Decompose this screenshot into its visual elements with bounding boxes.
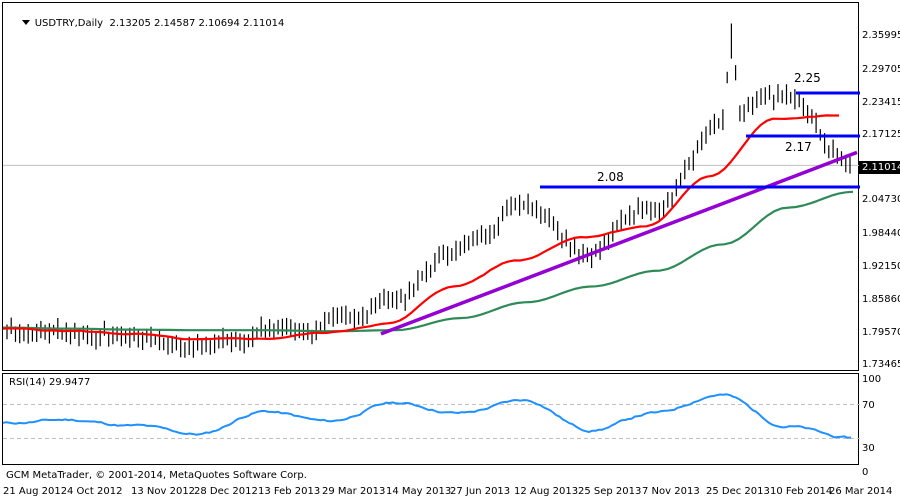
time-axis-label: 14 May 2013	[386, 486, 452, 497]
price-axis-label: 2.23415	[862, 97, 900, 108]
rsi-canvas	[2, 393, 860, 439]
rsi-axis-label: 0	[862, 467, 869, 478]
time-axis-label: 28 Dec 2012	[194, 486, 258, 497]
price-axis-label: 2.29705	[862, 64, 900, 75]
price-bars	[6, 23, 851, 358]
time-axis-label: 13 Feb 2013	[258, 486, 321, 497]
price-axis-label: 1.79570	[862, 327, 900, 338]
time-axis-label: 29 Mar 2013	[322, 486, 386, 497]
ma-slow-line	[3, 190, 854, 333]
time-axis-label: 7 Nov 2013	[642, 486, 700, 497]
trendline	[380, 150, 858, 336]
ohlc-values: 2.13205 2.14587 2.10694 2.11014	[109, 18, 285, 29]
triangle-down-icon[interactable]	[21, 20, 30, 25]
time-axis-label: 12 Aug 2013	[514, 486, 579, 497]
level-label-2-25: 2.25	[794, 71, 821, 85]
price-axis-label: 1.92150	[862, 261, 900, 272]
time-axis-label: 25 Dec 2013	[706, 486, 770, 497]
rsi-title: RSI(14) 29.9477	[9, 377, 91, 388]
rsi-panel[interactable]: RSI(14) 29.9477	[2, 373, 860, 465]
price-axis-label: 1.73465	[862, 359, 900, 370]
time-axis-label: 13 Nov 2012	[131, 486, 196, 497]
rsi-axis-label: 70	[862, 400, 875, 411]
price-axis-label: 2.35995	[862, 30, 900, 41]
symbol-timeframe: USDTRY,Daily	[34, 18, 104, 29]
price-axis-label: 1.85860	[862, 294, 900, 305]
time-axis-label: 10 Feb 2014	[770, 486, 833, 497]
level-label-2-08: 2.08	[597, 170, 624, 184]
rsi-axis-label: 30	[862, 443, 875, 454]
time-axis-label: 27 Jun 2013	[450, 486, 511, 497]
time-axis-label: 26 Mar 2014	[829, 486, 893, 497]
price-chart-panel[interactable]: USDTRY,Daily 2.13205 2.14587 2.10694 2.1…	[2, 2, 860, 371]
current-price-tag: 2.11014	[859, 161, 900, 174]
price-axis-label: 2.17125	[862, 129, 900, 140]
time-axis-label: 25 Sep 2013	[578, 486, 642, 497]
time-axis-label: 21 Aug 2012	[3, 486, 68, 497]
ma-fast-line	[2, 114, 839, 341]
chart-title: USDTRY,Daily 2.13205 2.14587 2.10694 2.1…	[9, 7, 284, 40]
price-axis-label: 1.98440	[862, 228, 900, 239]
price-axis-label: 2.04730	[862, 194, 900, 205]
time-axis-label: 4 Oct 2012	[67, 486, 123, 497]
copyright-text: GCM MetaTrader, © 2001-2014, MetaQuotes …	[6, 470, 307, 481]
rsi-axis-label: 100	[862, 374, 882, 385]
rsi-line	[2, 393, 852, 439]
price-chart-canvas	[2, 23, 860, 358]
level-label-2-17: 2.17	[785, 140, 812, 154]
